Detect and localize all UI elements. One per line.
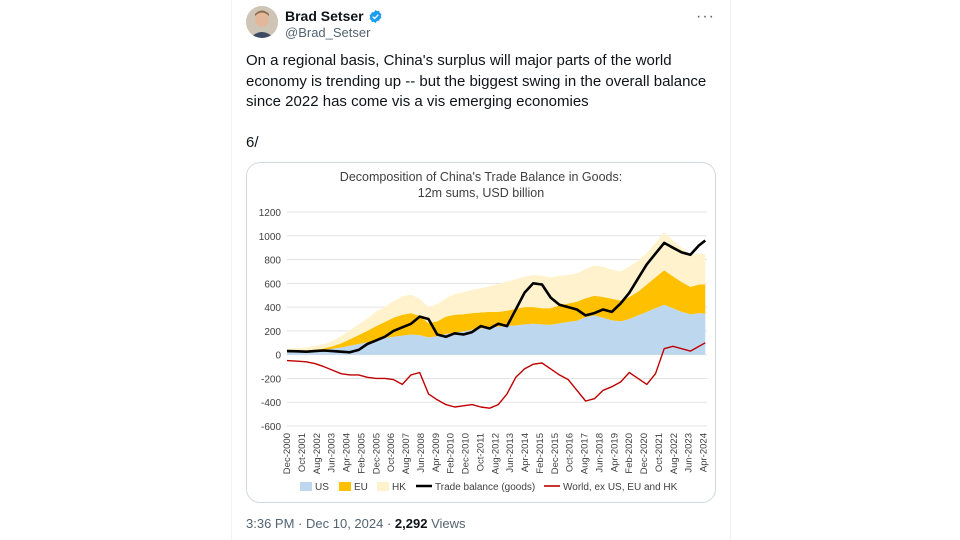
tweet-card: Brad Setser @Brad_Setser ··· On a region… bbox=[231, 0, 731, 540]
author-handle[interactable]: @Brad_Setser bbox=[285, 25, 371, 40]
x-tick-label: Apr-2014 bbox=[520, 433, 531, 472]
chart-lines bbox=[286, 239, 707, 409]
x-tick-label: Aug-2022 bbox=[669, 433, 680, 474]
x-tick-label: Aug-2002 bbox=[312, 433, 323, 474]
x-tick-label: Dec-2020 bbox=[639, 433, 650, 474]
x-tick-label: Apr-2024 bbox=[699, 433, 710, 472]
legend-label: World, ex US, EU and HK bbox=[563, 482, 678, 493]
legend-swatch bbox=[377, 482, 389, 491]
x-tick-label: Aug-2017 bbox=[580, 433, 591, 474]
tweet-time[interactable]: 3:36 PM bbox=[246, 516, 295, 531]
x-tick-label: Oct-2016 bbox=[565, 433, 576, 472]
y-tick-label: 600 bbox=[264, 279, 281, 290]
x-tick-label: Feb-2010 bbox=[446, 433, 457, 474]
avatar-image bbox=[246, 6, 278, 38]
trade-balance-line bbox=[286, 239, 707, 354]
x-tick-label: Feb-2015 bbox=[535, 433, 546, 474]
legend-swatch bbox=[300, 482, 312, 491]
chart-subtitle: 12m sums, USD billion bbox=[418, 186, 544, 200]
legend-label: Trade balance (goods) bbox=[435, 482, 535, 493]
author-row: Brad Setser bbox=[285, 8, 383, 24]
y-tick-label: -200 bbox=[261, 374, 281, 385]
y-tick-label: 200 bbox=[264, 327, 281, 338]
tweet-text-line: On a regional basis, China's surplus wil… bbox=[246, 52, 672, 69]
x-tick-label: Oct-2011 bbox=[475, 433, 486, 471]
x-tick-label: Feb-2005 bbox=[356, 433, 367, 474]
tweet-text-line: since 2022 has come vis a vis emerging e… bbox=[246, 93, 589, 110]
chart-areas bbox=[287, 232, 706, 355]
y-tick-label: 1000 bbox=[259, 232, 282, 243]
meta-separator: · bbox=[386, 516, 395, 531]
x-tick-label: Dec-2000 bbox=[282, 433, 293, 474]
x-tick-label: Apr-2019 bbox=[609, 433, 620, 472]
x-tick-label: Dec-2010 bbox=[461, 433, 472, 474]
trade-balance-chart: Decomposition of China's Trade Balance i… bbox=[259, 170, 710, 493]
y-tick-label: 1200 bbox=[259, 208, 282, 219]
x-tick-label: Dec-2015 bbox=[550, 433, 561, 474]
chart-image[interactable]: Decomposition of China's Trade Balance i… bbox=[246, 162, 716, 503]
x-tick-label: Feb-2020 bbox=[624, 433, 635, 474]
x-tick-label: Jun-2018 bbox=[594, 433, 605, 473]
x-axis: Dec-2000 Oct-2001 Aug-2002 Jun-2003 Apr-2004… bbox=[282, 433, 710, 474]
tweet-meta: 3:36 PM · Dec 10, 2024 · 2,292 Views bbox=[246, 516, 466, 531]
tweet-date[interactable]: Dec 10, 2024 bbox=[306, 516, 384, 531]
x-tick-label: Aug-2012 bbox=[490, 433, 501, 474]
y-tick-label: -400 bbox=[261, 398, 281, 409]
y-axis: 1200 1000 800 600 400 200 0 -200 -400 -600 bbox=[259, 208, 282, 433]
views-count: 2,292 bbox=[394, 516, 428, 531]
meta-separator: · bbox=[298, 516, 306, 531]
x-tick-label: Jun-2023 bbox=[684, 433, 695, 473]
world-ex-line bbox=[286, 342, 706, 409]
thread-counter: 6/ bbox=[246, 133, 259, 151]
x-tick-label: Jun-2008 bbox=[416, 433, 427, 473]
author-name[interactable]: Brad Setser bbox=[285, 8, 364, 24]
legend-label: EU bbox=[354, 482, 368, 493]
y-tick-label: -600 bbox=[261, 422, 281, 433]
legend-label: HK bbox=[392, 482, 406, 493]
avatar[interactable] bbox=[246, 6, 278, 38]
y-tick-label: 800 bbox=[264, 256, 281, 267]
x-tick-label: Oct-2001 bbox=[297, 433, 308, 472]
verified-badge-icon bbox=[369, 9, 382, 23]
chart-legend: US EU HK Trade balance (goods) World, ex US,… bbox=[300, 482, 678, 493]
y-tick-label: 400 bbox=[264, 303, 281, 314]
x-tick-label: Oct-2006 bbox=[386, 433, 397, 472]
x-tick-label: Aug-2007 bbox=[401, 433, 412, 474]
x-tick-label: Apr-2009 bbox=[431, 433, 442, 472]
y-tick-label: 0 bbox=[275, 351, 281, 362]
x-tick-label: Jun-2013 bbox=[505, 433, 516, 473]
views-label: Views bbox=[431, 516, 466, 531]
x-tick-label: Jun-2003 bbox=[327, 433, 338, 473]
chart-title: Decomposition of China's Trade Balance i… bbox=[340, 170, 622, 184]
area-us bbox=[287, 304, 706, 355]
area-hk bbox=[287, 232, 706, 352]
tweet-text: On a regional basis, China's surplus wil… bbox=[246, 51, 716, 153]
more-options-icon[interactable]: ··· bbox=[696, 8, 715, 25]
x-tick-label: Dec-2005 bbox=[371, 433, 382, 474]
legend-label: US bbox=[315, 482, 329, 493]
x-tick-label: Oct-2021 bbox=[654, 433, 665, 472]
x-tick-label: Apr-2004 bbox=[342, 433, 353, 472]
legend-swatch bbox=[339, 482, 351, 491]
tweet-text-line: economy is trending up -- but the bigges… bbox=[246, 72, 707, 90]
